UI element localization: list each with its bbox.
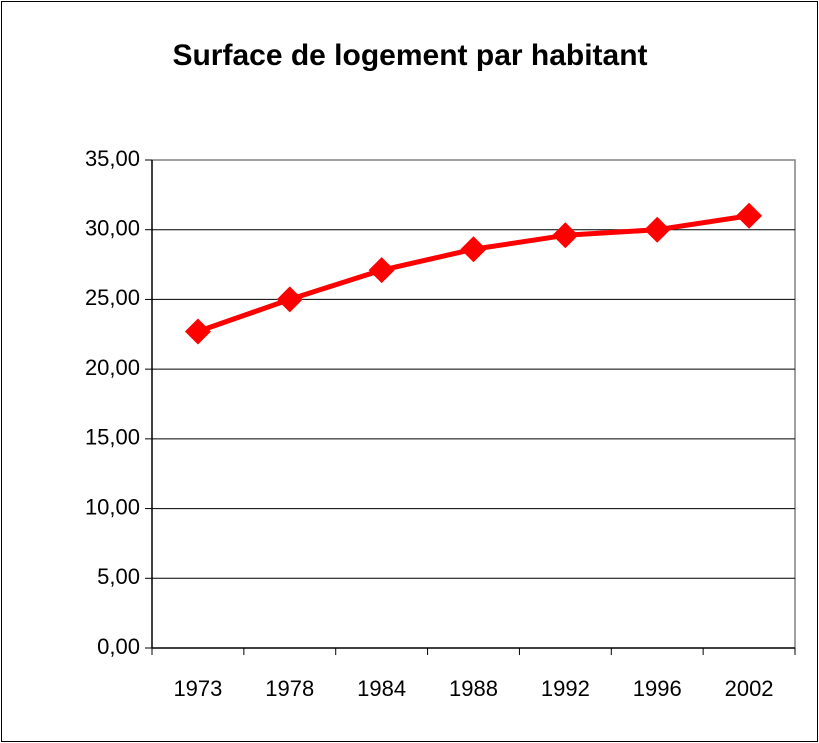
- y-tick-label: 20,00: [85, 355, 140, 380]
- y-tick-label: 35,00: [85, 146, 140, 171]
- x-tick-label: 1988: [449, 676, 498, 701]
- x-tick-label: 1984: [357, 676, 406, 701]
- y-tick-label: 25,00: [85, 285, 140, 310]
- plot-frame: [152, 159, 796, 648]
- x-tick-label: 1996: [633, 676, 682, 701]
- marker: [552, 222, 579, 249]
- y-tick-label: 15,00: [85, 425, 140, 450]
- x-tick-label: 1992: [541, 676, 590, 701]
- marker: [736, 202, 763, 229]
- marker: [460, 236, 487, 263]
- x-tick-label: 2002: [725, 676, 774, 701]
- x-tick-label: 1978: [265, 676, 314, 701]
- y-tick-label: 5,00: [97, 564, 140, 589]
- y-tick-label: 10,00: [85, 494, 140, 519]
- y-tick-label: 30,00: [85, 216, 140, 241]
- y-tick-label: 0,00: [97, 634, 140, 659]
- marker: [276, 286, 303, 313]
- marker: [184, 318, 211, 345]
- marker: [368, 257, 395, 284]
- marker: [644, 216, 671, 243]
- x-tick-label: 1973: [173, 676, 222, 701]
- chart-title: Surface de logement par habitant: [172, 39, 647, 72]
